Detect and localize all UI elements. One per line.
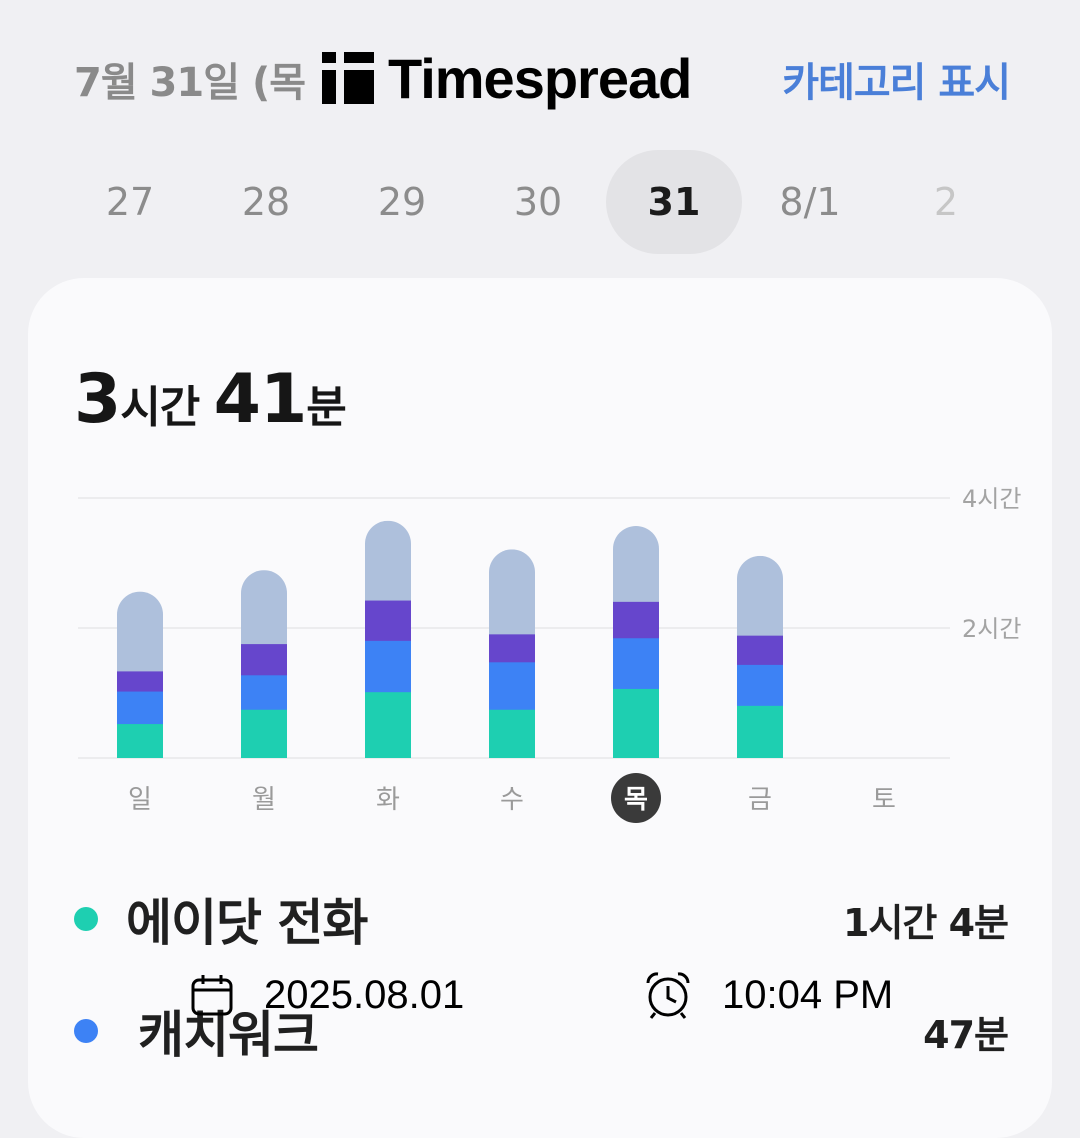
calendar-icon bbox=[191, 975, 233, 1016]
bar-stack[interactable] bbox=[117, 591, 163, 759]
legend-dot bbox=[74, 907, 98, 931]
bar-stack[interactable] bbox=[365, 520, 411, 759]
header-date: 7월 31일 (목 bbox=[74, 60, 306, 106]
stamp-date: 2025.08.01 bbox=[264, 972, 465, 1017]
bar-segment bbox=[241, 570, 287, 645]
watermark-brand: Timespread bbox=[388, 46, 692, 110]
watermark: Timespread bbox=[322, 42, 692, 114]
bar-segment bbox=[613, 525, 659, 602]
timespread-logo-icon bbox=[322, 52, 374, 104]
bar-segment bbox=[489, 549, 535, 635]
bar-segment bbox=[613, 637, 659, 689]
bar-stack[interactable] bbox=[613, 525, 659, 759]
bar-segment bbox=[117, 591, 163, 672]
x-tick-label[interactable]: 월 bbox=[252, 785, 276, 815]
date-stamp: 2025.08.01 bbox=[188, 962, 464, 1028]
x-tick-label[interactable]: 화 bbox=[376, 785, 400, 815]
hours-unit: 시간 bbox=[120, 382, 200, 433]
bar-segment bbox=[489, 633, 535, 663]
bar-stack[interactable] bbox=[241, 570, 287, 758]
bar-segment bbox=[489, 709, 535, 758]
date-item[interactable]: 30 bbox=[513, 180, 563, 224]
legend-dot bbox=[74, 1019, 98, 1043]
x-tick-label[interactable]: 토 bbox=[872, 785, 896, 815]
bar-segment bbox=[365, 691, 411, 758]
x-tick-label[interactable]: 일 bbox=[128, 785, 152, 815]
legend-item[interactable]: 에이닷 전화 1시간 4분 bbox=[74, 884, 1009, 954]
legend-app-time: 47분 bbox=[923, 1012, 1009, 1057]
bar-segment bbox=[737, 555, 783, 636]
y-tick-label: 2시간 bbox=[962, 615, 1021, 643]
date-item[interactable]: 8/1 bbox=[779, 180, 841, 224]
y-tick-label: 4시간 bbox=[962, 485, 1021, 513]
bar-segment bbox=[241, 709, 287, 758]
bar-stack[interactable] bbox=[737, 555, 783, 759]
date-item[interactable]: 28 bbox=[241, 180, 291, 224]
bar-segment bbox=[241, 643, 287, 676]
bar-segment bbox=[737, 664, 783, 706]
bar-segment bbox=[613, 601, 659, 639]
date-strip: 27 28 29 30 31 8/1 2 bbox=[62, 150, 1014, 258]
bar-segment bbox=[737, 635, 783, 665]
date-item[interactable]: 27 bbox=[105, 180, 155, 224]
bar-segment bbox=[365, 600, 411, 641]
date-item[interactable]: 2 bbox=[933, 180, 959, 224]
selected-day-marker bbox=[611, 773, 661, 823]
bar-segment bbox=[365, 640, 411, 693]
date-item[interactable]: 29 bbox=[377, 180, 427, 224]
date-item[interactable]: 31 bbox=[606, 150, 742, 254]
stamp-time: 10:04 PM bbox=[722, 972, 894, 1017]
bar-segment bbox=[241, 674, 287, 710]
bar-segment bbox=[737, 705, 783, 758]
bar-segment bbox=[365, 520, 411, 601]
legend-item[interactable]: 캐치워크 47분 bbox=[74, 996, 1009, 1066]
legend-app-name: 에이닷 전화 bbox=[126, 894, 368, 952]
time-stamp: 10:04 PM bbox=[642, 962, 893, 1028]
total-time: 3시간 41분 bbox=[74, 360, 347, 439]
total-minutes: 41 bbox=[213, 360, 308, 439]
x-tick-label[interactable]: 목 bbox=[624, 785, 648, 815]
bar-segment bbox=[117, 670, 163, 692]
legend-app-time: 1시간 4분 bbox=[843, 900, 1009, 945]
bar-segment bbox=[489, 661, 535, 710]
total-hours: 3 bbox=[74, 360, 121, 439]
bar-stack[interactable] bbox=[489, 549, 535, 758]
bar-segment bbox=[613, 688, 659, 758]
category-toggle-link[interactable]: 카테고리 표시 bbox=[782, 60, 1011, 106]
bar-segment bbox=[117, 723, 163, 758]
alarm-clock-icon bbox=[646, 972, 690, 1019]
minutes-unit: 분 bbox=[306, 382, 346, 433]
x-tick-label[interactable]: 금 bbox=[748, 785, 772, 815]
bar-segment bbox=[117, 691, 163, 725]
x-tick-label[interactable]: 수 bbox=[500, 785, 524, 815]
legend-app-name: 캐치워크 bbox=[138, 1006, 319, 1064]
